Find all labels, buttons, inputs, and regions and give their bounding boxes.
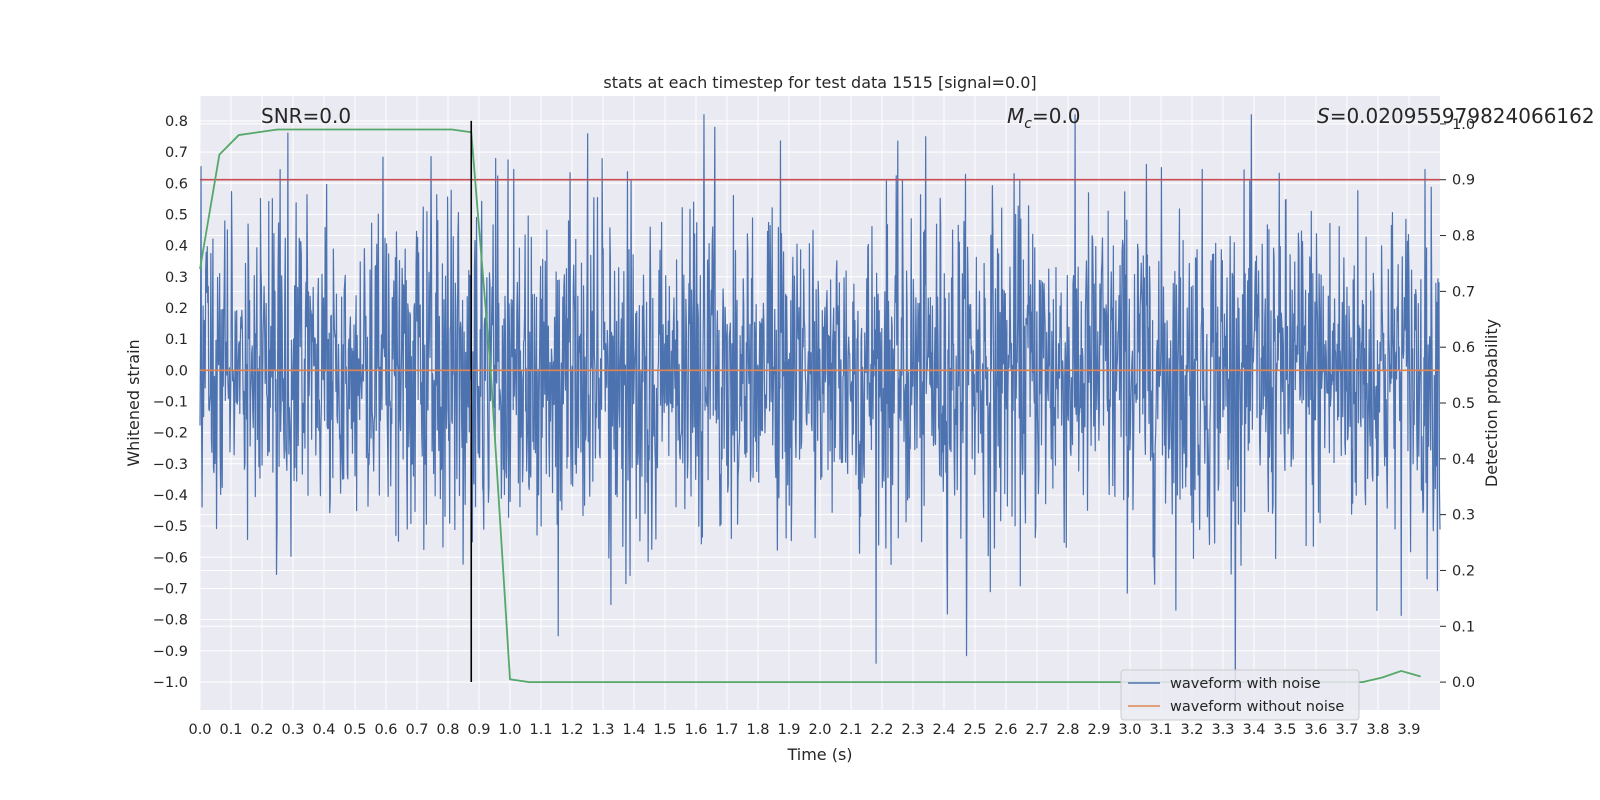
y-tick-label: 0.1 <box>165 332 188 348</box>
y2-tick-label: 0.6 <box>1452 340 1475 356</box>
y2-tick-label: 0.0 <box>1452 675 1475 691</box>
y-tick-label: 0.8 <box>165 114 188 130</box>
y-tick-label: −1.0 <box>153 675 188 691</box>
x-tick-label: 3.2 <box>1180 722 1203 738</box>
y2-tick-label: 0.1 <box>1452 619 1475 635</box>
y2-tick-label: 0.2 <box>1452 563 1475 579</box>
x-tick-label: 1.7 <box>715 722 738 738</box>
x-tick-label: 3.3 <box>1211 722 1234 738</box>
x-tick-label: 0.2 <box>250 722 273 738</box>
x-tick-label: 3.7 <box>1335 722 1358 738</box>
y2-tick-label: 0.8 <box>1452 229 1475 245</box>
chirp-mass-annotation: Mc=0.0 <box>1007 104 1081 132</box>
x-tick-label: 2.9 <box>1087 722 1110 738</box>
s-symbol: S <box>1317 104 1330 128</box>
x-tick-label: 1.2 <box>560 722 583 738</box>
detection-probability-line <box>199 128 1421 683</box>
y-tick-label: 0.7 <box>165 145 188 161</box>
legend-box <box>1120 669 1360 721</box>
y-tick-label: −0.9 <box>153 644 188 660</box>
x-tick-label: 0.1 <box>219 722 242 738</box>
x-tick-label: 2.0 <box>808 722 831 738</box>
x-tick-label: 3.4 <box>1242 722 1265 738</box>
x-tick-label: 0.6 <box>374 722 397 738</box>
x-tick-label: 3.5 <box>1273 722 1296 738</box>
chart-title: stats at each timestep for test data 151… <box>603 73 1036 92</box>
legend-label-clean: waveform without noise <box>1170 699 1344 715</box>
x-tick-label: 1.0 <box>498 722 521 738</box>
chirp-mass-value: =0.0 <box>1032 104 1081 128</box>
x-tick-label: 3.9 <box>1397 722 1420 738</box>
y2-tick-label: 0.9 <box>1452 173 1475 189</box>
y2-tick-label: 1.0 <box>1452 117 1475 133</box>
waveform-with-noise-line <box>199 114 1441 710</box>
y2-axis-label: Detection probability <box>1482 319 1501 487</box>
x-tick-label: 0.3 <box>281 722 304 738</box>
s-annotation: S=0.020955979824066162 <box>1317 104 1595 128</box>
x-tick-label: 0.4 <box>312 722 335 738</box>
x-tick-label: 1.3 <box>591 722 614 738</box>
y-tick-label: −0.2 <box>153 426 188 442</box>
x-tick-label: 0.7 <box>405 722 428 738</box>
y-tick-label: −0.8 <box>153 613 188 629</box>
y-tick-label: −0.6 <box>153 550 188 566</box>
x-tick-label: 2.3 <box>901 722 924 738</box>
legend: waveform with noise waveform without noi… <box>1120 669 1360 721</box>
x-tick-label: 0.5 <box>343 722 366 738</box>
x-tick-label: 1.4 <box>622 722 645 738</box>
x-axis-label: Time (s) <box>786 745 852 764</box>
y-axis-label: Whitened strain <box>124 339 143 466</box>
y-tick-label: −0.3 <box>153 457 188 473</box>
y-tick-label: −0.7 <box>153 581 188 597</box>
s-value: =0.020955979824066162 <box>1330 104 1595 128</box>
x-tick-label: 1.9 <box>777 722 800 738</box>
y2-tick-label: 0.3 <box>1452 508 1475 524</box>
x-tick-label: 2.2 <box>870 722 893 738</box>
y-tick-label: −0.1 <box>153 394 188 410</box>
chirp-mass-symbol: M <box>1007 104 1024 128</box>
x-tick-label: 2.6 <box>994 722 1017 738</box>
tick-labels: 0.0 0.1 0.2 0.3 0.4 0.5 0.6 0.7 0.8 0.9 1.0 1.1 1.2 1… <box>153 114 1475 738</box>
y-tick-label: −0.5 <box>153 519 188 535</box>
y2-tick-label: 0.4 <box>1452 452 1475 468</box>
y2-tick-label: 0.5 <box>1452 396 1475 412</box>
x-tick-label: 3.1 <box>1149 722 1172 738</box>
waveform-with-noise-series <box>199 114 1441 710</box>
x-tick-label: 2.1 <box>839 722 862 738</box>
x-tick-label: 3.0 <box>1118 722 1141 738</box>
y-tick-label: 0.2 <box>165 301 188 317</box>
y-tick-label: 0.5 <box>165 207 188 223</box>
y-tick-label: 0.6 <box>165 176 188 192</box>
legend-label-noise: waveform with noise <box>1170 676 1321 692</box>
x-tick-label: 2.7 <box>1025 722 1048 738</box>
x-tick-label: 2.4 <box>932 722 955 738</box>
x-tick-label: 1.5 <box>653 722 676 738</box>
x-tick-label: 1.1 <box>529 722 552 738</box>
x-tick-label: 2.5 <box>963 722 986 738</box>
y-tick-label: 0.0 <box>165 363 188 379</box>
chirp-mass-subscript: c <box>1024 116 1032 132</box>
series-lines <box>199 120 1440 683</box>
x-tick-label: 2.8 <box>1056 722 1079 738</box>
y-tick-label: 0.3 <box>165 270 188 286</box>
x-tick-label: 3.6 <box>1304 722 1327 738</box>
x-tick-label: 3.8 <box>1366 722 1389 738</box>
snr-annotation: SNR=0.0 <box>261 104 351 128</box>
x-tick-label: 1.8 <box>746 722 769 738</box>
x-tick-label: 0.9 <box>467 722 490 738</box>
y-tick-label: −0.4 <box>153 488 188 504</box>
y-tick-label: 0.4 <box>165 239 188 255</box>
x-tick-label: 0.8 <box>436 722 459 738</box>
x-tick-label: 0.0 <box>188 722 211 738</box>
y2-tick-label: 0.7 <box>1452 284 1475 300</box>
x-tick-label: 1.6 <box>684 722 707 738</box>
